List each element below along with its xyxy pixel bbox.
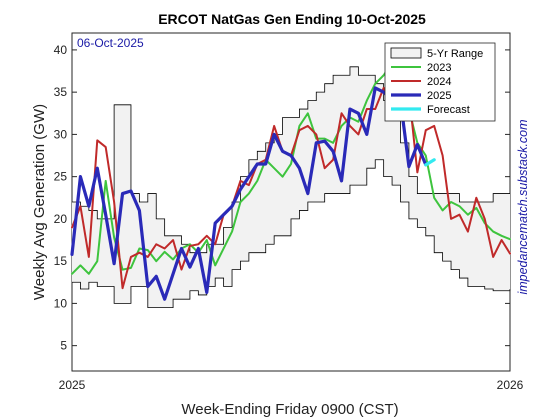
range-upper-edge: [72, 66, 510, 254]
legend-label: 2024: [427, 76, 451, 88]
y-tick-label: 10: [54, 296, 68, 310]
y-tick-label: 25: [54, 170, 68, 184]
chart-title: ERCOT NatGas Gen Ending 10-Oct-2025: [158, 11, 426, 27]
legend-label: 2025: [427, 90, 451, 102]
y-tick-label: 40: [54, 43, 68, 57]
y-tick-label: 30: [54, 127, 68, 141]
watermark: impedancematch.substack.com: [516, 119, 530, 294]
legend: 5-Yr Range 2023 2024 2025 Forecast: [384, 42, 496, 122]
y-tick-label: 20: [54, 212, 68, 226]
series-lines: [70, 61, 511, 301]
x-tick-label: 2026: [497, 378, 524, 392]
range-lower-edge: [72, 159, 511, 309]
legend-swatch-range: [390, 47, 422, 59]
x-axis-ticks: 2025 2026: [59, 366, 524, 392]
y-tick-label: 35: [54, 85, 68, 99]
date-stamp: 06-Oct-2025: [77, 36, 144, 50]
legend-label: 2023: [427, 62, 451, 74]
y-tick-label: 5: [60, 339, 67, 353]
series-line-forecast: [424, 158, 436, 167]
y-tick-label: 15: [54, 254, 68, 268]
y-axis-label: Weekly Avg Generation (GW): [31, 104, 48, 300]
x-axis-label: Week-Ending Friday 0900 (CST): [181, 401, 398, 418]
legend-label: Forecast: [427, 104, 470, 116]
series-line-2025: [70, 86, 428, 301]
legend-label: 5-Yr Range: [427, 48, 483, 60]
x-tick-label: 2025: [59, 378, 86, 392]
